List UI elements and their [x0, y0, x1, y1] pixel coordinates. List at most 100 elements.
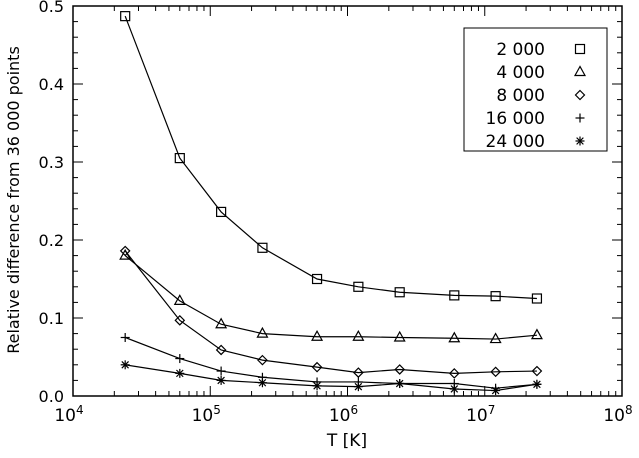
- square-marker-shape: [449, 290, 460, 301]
- asterisk-marker-stroke: [354, 382, 363, 391]
- legend-label: 2 000: [496, 40, 545, 60]
- y-tick-label: 0.4: [39, 75, 64, 94]
- x-tick-label: 108: [603, 403, 632, 426]
- data-point-8000: [174, 314, 186, 326]
- diamond-marker-shape: [119, 245, 131, 257]
- series-line-2000: [124, 15, 537, 300]
- triangle-marker-shape: [489, 332, 502, 344]
- diamond-marker-shape: [448, 368, 460, 379]
- asterisk-marker-stroke: [576, 137, 584, 145]
- data-point-2000: [216, 206, 227, 218]
- triangle-marker-shape: [530, 328, 543, 340]
- data-point-24000: [257, 378, 267, 388]
- series-line-16000: [124, 336, 537, 389]
- triangle-marker-shape: [393, 330, 406, 342]
- legend-label: 8 000: [496, 86, 545, 106]
- y-tick-label: 0.3: [39, 153, 64, 172]
- data-point-4000: [489, 332, 502, 344]
- x-tick-label: 106: [329, 403, 358, 426]
- legend-marker-plus: [575, 113, 585, 123]
- data-point-16000: [175, 354, 185, 364]
- square-marker-shape: [531, 293, 543, 304]
- square-marker-shape: [353, 281, 364, 292]
- data-point-16000: [120, 333, 130, 342]
- x-axis-label: T [K]: [326, 431, 367, 451]
- triangle-marker-shape: [256, 326, 269, 338]
- triangle-marker-shape: [173, 294, 186, 305]
- data-point-2000: [174, 153, 185, 164]
- data-point-2000: [257, 242, 268, 253]
- data-point-8000: [119, 245, 131, 257]
- square-marker-shape: [574, 43, 586, 55]
- data-point-2000: [120, 11, 131, 22]
- diamond-marker-shape: [574, 89, 586, 101]
- legend-label: 4 000: [496, 63, 545, 83]
- data-point-24000: [175, 368, 185, 378]
- data-point-4000: [215, 317, 228, 329]
- data-point-24000: [312, 381, 322, 391]
- series-line-8000: [124, 250, 537, 374]
- diamond-marker-shape: [215, 344, 227, 356]
- data-point-2000: [531, 293, 543, 304]
- legend-marker-asterisk: [575, 136, 585, 146]
- legend-marker-triangle: [573, 65, 587, 77]
- diamond-marker-shape: [174, 314, 186, 326]
- legend-marker-square: [574, 43, 586, 55]
- diamond-marker-shape: [353, 367, 364, 378]
- triangle-marker-shape: [352, 329, 365, 341]
- y-axis-label: Relative difference from 36 000 points: [4, 46, 23, 354]
- asterisk-marker-stroke: [121, 361, 129, 369]
- triangle-marker-shape: [215, 317, 228, 329]
- data-point-2000: [353, 281, 364, 292]
- data-point-4000: [352, 329, 365, 341]
- asterisk-marker-stroke: [491, 386, 500, 395]
- data-point-8000: [490, 366, 501, 378]
- data-point-24000: [449, 384, 459, 394]
- legend-box: [463, 27, 608, 152]
- asterisk-marker-stroke: [313, 382, 321, 390]
- y-tick-label: 0.1: [39, 309, 64, 328]
- legend-label: 24 000: [486, 132, 545, 152]
- data-point-4000: [173, 294, 186, 305]
- square-marker-shape: [490, 291, 501, 302]
- data-point-4000: [448, 331, 461, 343]
- data-point-8000: [311, 361, 323, 373]
- diamond-marker-shape: [257, 354, 268, 366]
- square-marker-shape: [216, 206, 227, 218]
- legend-marker-diamond: [574, 89, 586, 101]
- data-point-8000: [531, 365, 543, 377]
- data-point-2000: [449, 290, 460, 301]
- data-point-8000: [353, 367, 364, 378]
- data-point-16000: [216, 366, 226, 376]
- square-marker-shape: [174, 153, 185, 164]
- asterisk-marker-stroke: [176, 369, 184, 378]
- asterisk-marker-stroke: [533, 380, 541, 389]
- x-tick-label: 105: [192, 403, 221, 426]
- data-point-2000: [490, 291, 501, 302]
- y-tick-label: 0.5: [39, 0, 64, 16]
- data-point-4000: [256, 326, 269, 338]
- square-marker-shape: [257, 242, 268, 253]
- triangle-marker-shape: [573, 65, 587, 77]
- square-marker-shape: [120, 11, 131, 22]
- asterisk-marker-stroke: [217, 376, 225, 385]
- asterisk-marker-stroke: [258, 378, 267, 387]
- diamond-marker-shape: [394, 364, 406, 375]
- x-tick-label: 107: [466, 403, 495, 426]
- data-point-2000: [311, 273, 323, 285]
- data-point-24000: [395, 379, 405, 389]
- data-point-8000: [394, 364, 406, 375]
- square-marker-shape: [311, 273, 323, 285]
- diamond-marker-shape: [490, 366, 501, 378]
- legend-label: 16 000: [486, 109, 545, 129]
- plot-area: 104 105 106 107 108 0.0 0.1 0.2 0.3 0.4 0.5: [39, 0, 633, 426]
- data-point-8000: [215, 344, 227, 356]
- data-point-24000: [120, 360, 130, 370]
- data-point-4000: [530, 328, 543, 340]
- data-point-2000: [394, 287, 405, 298]
- x-tick-label: 104: [54, 403, 83, 426]
- triangle-marker-shape: [448, 331, 461, 343]
- data-point-8000: [257, 354, 268, 366]
- data-point-24000: [532, 379, 542, 389]
